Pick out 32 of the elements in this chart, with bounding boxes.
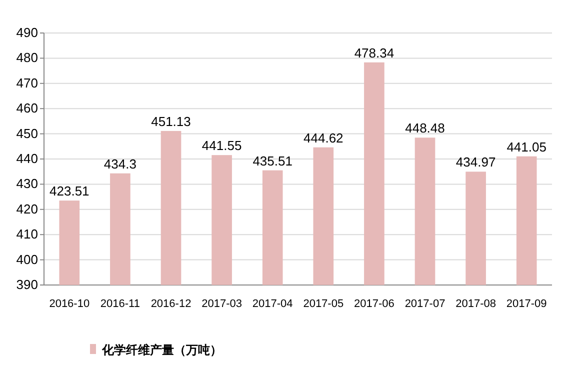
y-tick-label: 450 (16, 126, 38, 141)
y-tick-label: 470 (16, 75, 38, 90)
data-label: 448.48 (405, 120, 445, 136)
x-tick-label: 2017-04 (252, 298, 293, 310)
y-tick-label: 460 (16, 100, 38, 116)
legend-label: 化学纤维产量（万吨） (101, 343, 222, 357)
x-tick-label: 2016-10 (49, 298, 90, 310)
x-tick-label: 2017-06 (354, 298, 394, 310)
data-label: 444.62 (304, 130, 344, 146)
y-tick-label: 490 (16, 25, 38, 40)
x-tick-label: 2017-09 (506, 298, 547, 310)
data-label: 434.97 (456, 154, 496, 170)
data-label: 435.51 (252, 153, 292, 168)
x-tick-label: 2017-03 (202, 298, 242, 310)
y-tick-label: 480 (16, 50, 38, 66)
x-tick-label: 2016-12 (150, 298, 192, 310)
data-label: 441.55 (202, 138, 242, 154)
data-label: 441.05 (506, 139, 546, 154)
y-tick-label: 440 (16, 151, 38, 166)
x-tick-label: 2017-07 (404, 298, 446, 310)
y-tick-label: 430 (16, 176, 38, 192)
y-tick-label: 410 (16, 226, 38, 242)
data-label: 423.51 (50, 184, 90, 199)
y-tick-label: 400 (16, 252, 38, 267)
y-tick-label: 420 (16, 201, 38, 216)
x-tick-label: 2017-08 (456, 298, 496, 310)
data-label: 478.34 (354, 45, 394, 60)
x-tick-label: 2017-05 (303, 298, 344, 310)
data-label: 434.3 (104, 156, 136, 172)
y-tick-label: 390 (16, 277, 38, 292)
data-label: 451.13 (151, 114, 191, 129)
x-tick-label: 2016-11 (100, 298, 140, 310)
